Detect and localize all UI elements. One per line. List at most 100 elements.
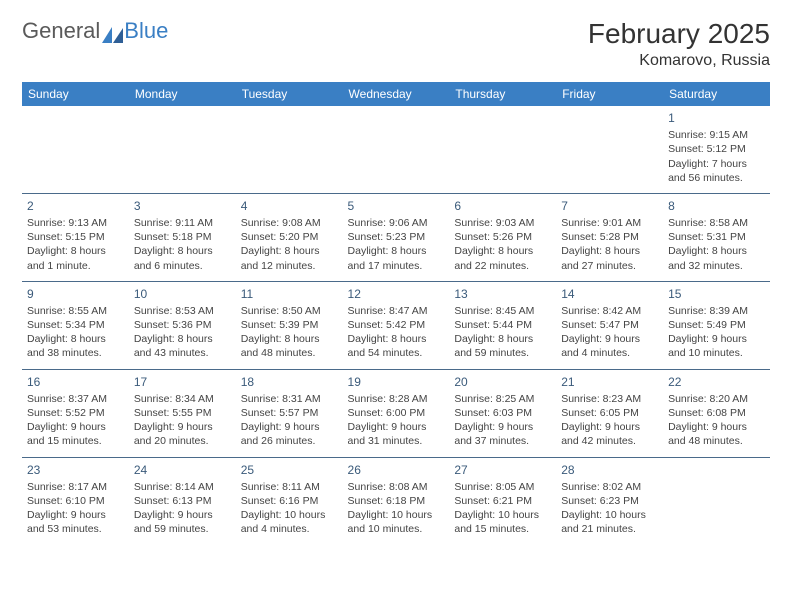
daylight-text: Daylight: 8 hours — [454, 332, 551, 346]
day-number: 13 — [454, 286, 551, 302]
day-number: 12 — [348, 286, 445, 302]
daylight-text: Daylight: 8 hours — [27, 244, 124, 258]
daylight-text: Daylight: 9 hours — [134, 508, 231, 522]
sunset-text: Sunset: 6:23 PM — [561, 494, 658, 508]
daylight-text: Daylight: 10 hours — [454, 508, 551, 522]
day-cell: 9Sunrise: 8:55 AMSunset: 5:34 PMDaylight… — [22, 281, 129, 369]
day-number: 23 — [27, 462, 124, 478]
daylight-text: Daylight: 9 hours — [454, 420, 551, 434]
day-number: 9 — [27, 286, 124, 302]
day-number: 20 — [454, 374, 551, 390]
day-number: 1 — [668, 110, 765, 126]
sunset-text: Sunset: 6:16 PM — [241, 494, 338, 508]
day-number: 7 — [561, 198, 658, 214]
day-cell: 20Sunrise: 8:25 AMSunset: 6:03 PMDayligh… — [449, 369, 556, 457]
sunrise-text: Sunrise: 9:01 AM — [561, 216, 658, 230]
weekday-header: Thursday — [449, 82, 556, 106]
day-cell: 13Sunrise: 8:45 AMSunset: 5:44 PMDayligh… — [449, 281, 556, 369]
sunset-text: Sunset: 5:55 PM — [134, 406, 231, 420]
sunrise-text: Sunrise: 8:45 AM — [454, 304, 551, 318]
day-number: 3 — [134, 198, 231, 214]
sunrise-text: Sunrise: 8:25 AM — [454, 392, 551, 406]
sunrise-text: Sunrise: 8:53 AM — [134, 304, 231, 318]
daylight-text: and 15 minutes. — [454, 522, 551, 536]
daylight-text: and 6 minutes. — [134, 259, 231, 273]
logo-word-1: General — [22, 18, 100, 44]
weekday-header: Wednesday — [343, 82, 450, 106]
daylight-text: and 27 minutes. — [561, 259, 658, 273]
day-cell: 15Sunrise: 8:39 AMSunset: 5:49 PMDayligh… — [663, 281, 770, 369]
daylight-text: and 10 minutes. — [668, 346, 765, 360]
day-cell: 2Sunrise: 9:13 AMSunset: 5:15 PMDaylight… — [22, 193, 129, 281]
sunset-text: Sunset: 6:05 PM — [561, 406, 658, 420]
calendar-week-row: 1Sunrise: 9:15 AMSunset: 5:12 PMDaylight… — [22, 106, 770, 193]
day-cell: 16Sunrise: 8:37 AMSunset: 5:52 PMDayligh… — [22, 369, 129, 457]
logo-sail-icon — [102, 23, 124, 39]
day-cell — [236, 106, 343, 193]
daylight-text: and 17 minutes. — [348, 259, 445, 273]
sunrise-text: Sunrise: 8:23 AM — [561, 392, 658, 406]
daylight-text: Daylight: 9 hours — [668, 420, 765, 434]
day-cell: 26Sunrise: 8:08 AMSunset: 6:18 PMDayligh… — [343, 457, 450, 544]
day-cell — [449, 106, 556, 193]
day-number: 26 — [348, 462, 445, 478]
day-cell: 21Sunrise: 8:23 AMSunset: 6:05 PMDayligh… — [556, 369, 663, 457]
daylight-text: Daylight: 10 hours — [241, 508, 338, 522]
daylight-text: Daylight: 8 hours — [241, 244, 338, 258]
daylight-text: and 32 minutes. — [668, 259, 765, 273]
sunrise-text: Sunrise: 8:17 AM — [27, 480, 124, 494]
daylight-text: Daylight: 9 hours — [561, 332, 658, 346]
sunrise-text: Sunrise: 8:55 AM — [27, 304, 124, 318]
calendar-page: General Blue February 2025 Komarovo, Rus… — [0, 0, 792, 562]
day-number: 4 — [241, 198, 338, 214]
daylight-text: and 56 minutes. — [668, 171, 765, 185]
daylight-text: and 15 minutes. — [27, 434, 124, 448]
day-cell — [343, 106, 450, 193]
daylight-text: Daylight: 8 hours — [348, 244, 445, 258]
day-number: 10 — [134, 286, 231, 302]
daylight-text: and 4 minutes. — [241, 522, 338, 536]
day-number: 16 — [27, 374, 124, 390]
sunset-text: Sunset: 6:00 PM — [348, 406, 445, 420]
calendar-body: 1Sunrise: 9:15 AMSunset: 5:12 PMDaylight… — [22, 106, 770, 544]
day-number: 8 — [668, 198, 765, 214]
day-cell: 24Sunrise: 8:14 AMSunset: 6:13 PMDayligh… — [129, 457, 236, 544]
daylight-text: Daylight: 9 hours — [348, 420, 445, 434]
daylight-text: and 48 minutes. — [668, 434, 765, 448]
calendar-week-row: 9 Sunrise: 8:55 AMSunset: 5:34 PM Daylight… — [22, 281, 770, 369]
day-number: 28 — [561, 462, 658, 478]
weekday-header: Tuesday — [236, 82, 343, 106]
day-cell: 11Sunrise: 8:50 AMSunset: 5:39 PMDayligh… — [236, 281, 343, 369]
day-number: 18 — [241, 374, 338, 390]
day-number: 6 — [454, 198, 551, 214]
day-number: 19 — [348, 374, 445, 390]
daylight-text: and 37 minutes. — [454, 434, 551, 448]
daylight-text: and 31 minutes. — [348, 434, 445, 448]
sunset-text: Sunset: 5:39 PM — [241, 318, 338, 332]
daylight-text: and 42 minutes. — [561, 434, 658, 448]
day-cell: 28Sunrise: 8:02 AMSunset: 6:23 PMDayligh… — [556, 457, 663, 544]
sunrise-text: Sunrise: 8:42 AM — [561, 304, 658, 318]
day-cell: 3Sunrise: 9:11 AMSunset: 5:18 PMDaylight… — [129, 193, 236, 281]
daylight-text: and 26 minutes. — [241, 434, 338, 448]
sunset-text: Sunset: 5:34 PM — [27, 318, 124, 332]
sunset-text: Sunset: 5:20 PM — [241, 230, 338, 244]
sunrise-text: Sunrise: 8:05 AM — [454, 480, 551, 494]
daylight-text: and 53 minutes. — [27, 522, 124, 536]
sunset-text: Sunset: 5:12 PM — [668, 142, 765, 156]
calendar-week-row: 2Sunrise: 9:13 AMSunset: 5:15 PMDaylight… — [22, 193, 770, 281]
day-cell: 8Sunrise: 8:58 AMSunset: 5:31 PMDaylight… — [663, 193, 770, 281]
weekday-header: Sunday — [22, 82, 129, 106]
calendar-week-row: 16Sunrise: 8:37 AMSunset: 5:52 PMDayligh… — [22, 369, 770, 457]
day-cell — [129, 106, 236, 193]
day-number: 5 — [348, 198, 445, 214]
day-number: 22 — [668, 374, 765, 390]
daylight-text: and 1 minute. — [27, 259, 124, 273]
day-number: 27 — [454, 462, 551, 478]
day-cell: 18Sunrise: 8:31 AMSunset: 5:57 PMDayligh… — [236, 369, 343, 457]
sunset-text: Sunset: 5:36 PM — [134, 318, 231, 332]
sunset-text: Sunset: 5:23 PM — [348, 230, 445, 244]
day-cell: 12Sunrise: 8:47 AMSunset: 5:42 PMDayligh… — [343, 281, 450, 369]
sunrise-text: Sunrise: 8:34 AM — [134, 392, 231, 406]
daylight-text: Daylight: 8 hours — [134, 244, 231, 258]
